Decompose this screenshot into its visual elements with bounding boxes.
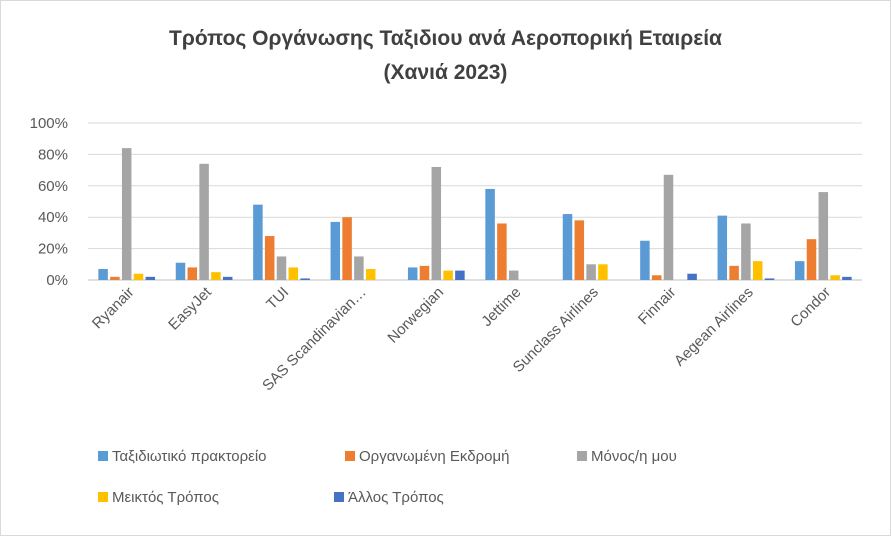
bar [342,217,352,280]
legend-swatch [345,451,355,461]
bar [98,269,108,280]
y-tick-label: 80% [38,146,68,163]
legend-swatch [98,451,108,461]
bar [187,267,198,280]
bar [431,166,442,280]
bar [640,240,650,280]
bar [121,148,132,280]
legend-swatch [334,492,344,502]
bar [574,220,585,280]
bar [354,256,364,280]
y-tick-label: 100% [30,115,68,132]
x-tick-label: EasyJet [165,283,215,333]
bar [133,273,144,280]
legend-label: Μόνος/η μου [591,448,677,465]
legend-label: Μεικτός Τρόπος [112,489,219,506]
x-tick-label: Condor [787,284,834,331]
bar [199,163,209,280]
bar [300,278,310,280]
y-tick-label: 0% [46,272,68,289]
bar [276,256,287,280]
bar [508,270,519,280]
legend-label: Ταξιδιωτικό πρακτορείο [112,448,267,465]
bar [818,192,829,280]
bar [586,264,596,280]
chart-title: Τρόπος Οργάνωσης Ταξιδιου ανά Αεροπορική… [169,27,722,50]
bar [741,223,751,280]
legend-swatch [577,451,587,461]
bar [365,269,376,280]
bar [222,276,233,280]
bar [764,278,775,280]
bar [687,273,697,280]
bar [485,188,495,280]
bar [651,275,662,280]
bar [598,264,608,280]
y-tick-label: 20% [38,241,68,258]
bar [842,276,852,280]
bar [145,276,156,280]
x-tick-label: Norwegian [384,284,447,347]
bar [443,270,453,280]
bar [830,275,840,280]
x-tick-label: Ryanair [89,284,138,333]
chart-title-block: Τρόπος Οργάνωσης Ταξιδιου ανά Αεροπορική… [0,22,891,90]
bar [330,221,341,280]
bar [110,276,120,280]
bar [455,270,465,280]
bar [562,214,573,280]
y-tick-label: 60% [38,178,68,195]
x-tick-label: TUI [263,284,292,313]
legend-label: Οργανωμένη Εκδρομή [359,448,509,465]
bar [794,261,805,280]
x-tick-label: Sunclass Airlines [510,284,602,376]
bar [497,223,507,280]
x-tick-label: Aegean Airlines [671,284,757,370]
bar [264,236,275,280]
bar [419,265,430,280]
bar [729,265,739,280]
bar [253,204,263,280]
x-tick-label: Finnair [635,284,679,328]
bar [288,267,299,280]
legend-swatch [98,492,108,502]
bar [663,174,674,280]
bar [717,215,728,280]
bar [752,261,763,280]
bar [407,267,418,280]
chart-subtitle: (Χανιά 2023) [383,61,508,84]
x-tick-label: Jettime [478,284,524,330]
legend-label: Άλλος Τρόπος [348,489,444,506]
bar [211,272,221,280]
bar [175,262,186,280]
y-tick-label: 40% [38,209,68,226]
bar [806,239,817,280]
